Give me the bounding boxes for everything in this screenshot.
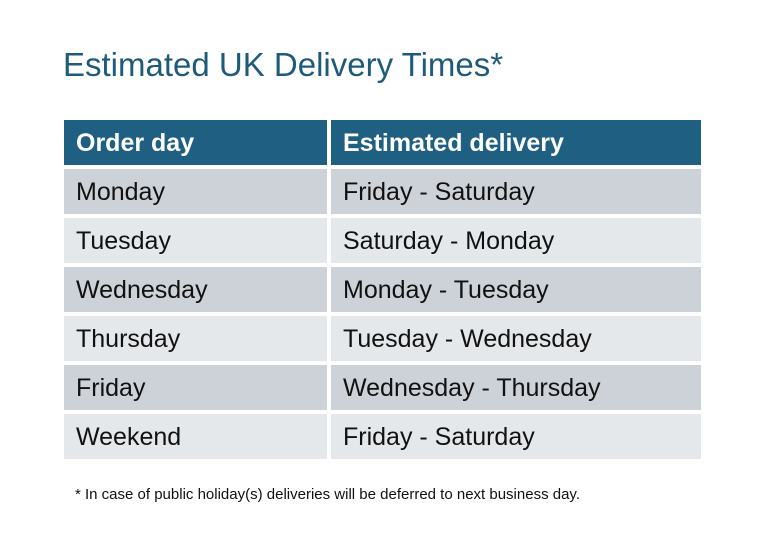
footnote: * In case of public holiday(s) deliverie…	[75, 486, 580, 503]
order-day-cell: Monday	[64, 169, 327, 214]
order-day-cell: Thursday	[64, 316, 327, 361]
table-row: Weekend Friday - Saturday	[64, 414, 701, 459]
header-estimated-delivery: Estimated delivery	[331, 120, 701, 165]
delivery-cell: Friday - Saturday	[331, 169, 701, 214]
table-row: Friday Wednesday - Thursday	[64, 365, 701, 410]
delivery-table: Order day Estimated delivery Monday Frid…	[64, 120, 701, 463]
order-day-cell: Wednesday	[64, 267, 327, 312]
delivery-cell: Friday - Saturday	[331, 414, 701, 459]
table-row: Monday Friday - Saturday	[64, 169, 701, 214]
delivery-cell: Monday - Tuesday	[331, 267, 701, 312]
delivery-cell: Wednesday - Thursday	[331, 365, 701, 410]
table-row: Wednesday Monday - Tuesday	[64, 267, 701, 312]
header-order-day: Order day	[64, 120, 327, 165]
table-header: Order day Estimated delivery	[64, 120, 701, 165]
delivery-cell: Tuesday - Wednesday	[331, 316, 701, 361]
table-row: Tuesday Saturday - Monday	[64, 218, 701, 263]
table-row: Thursday Tuesday - Wednesday	[64, 316, 701, 361]
page-title: Estimated UK Delivery Times*	[63, 46, 504, 83]
delivery-cell: Saturday - Monday	[331, 218, 701, 263]
order-day-cell: Friday	[64, 365, 327, 410]
order-day-cell: Weekend	[64, 414, 327, 459]
order-day-cell: Tuesday	[64, 218, 327, 263]
